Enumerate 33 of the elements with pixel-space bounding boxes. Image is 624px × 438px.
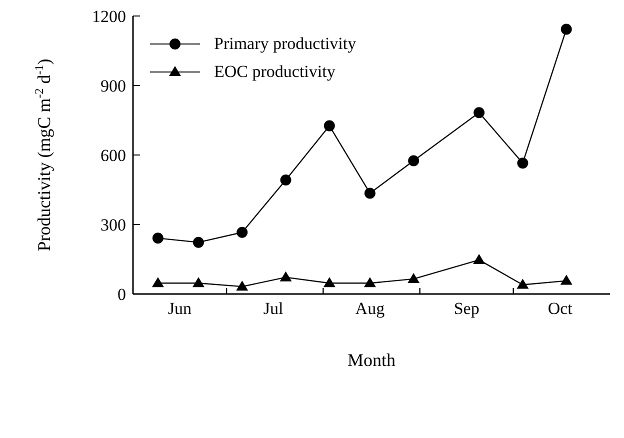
point xyxy=(473,254,486,264)
point xyxy=(474,107,485,118)
y-tick-label: 1200 xyxy=(92,7,126,26)
y-tick-label: 0 xyxy=(118,285,126,304)
y-tick-label: 600 xyxy=(100,146,126,166)
point xyxy=(516,278,529,289)
x-tick-label: Jun xyxy=(168,299,192,318)
legend-label: EOC productivity xyxy=(214,62,336,82)
point xyxy=(192,277,204,288)
point xyxy=(280,174,292,186)
point xyxy=(280,271,292,282)
point xyxy=(152,277,164,288)
point xyxy=(364,277,376,288)
point xyxy=(324,120,335,132)
point xyxy=(236,226,248,238)
point xyxy=(236,280,248,291)
y-tick-label: 900 xyxy=(100,76,126,96)
point xyxy=(152,232,164,244)
x-tick-label: Sep xyxy=(454,299,480,318)
point xyxy=(560,24,572,35)
legend-label: Primary productivity xyxy=(214,34,356,54)
point xyxy=(408,272,420,283)
point xyxy=(192,236,204,248)
point xyxy=(323,277,336,288)
x-tick-label: Aug xyxy=(355,299,386,318)
point xyxy=(408,155,420,166)
y-tick-label: 300 xyxy=(100,216,126,235)
point xyxy=(517,158,528,169)
x-axis-title: Month xyxy=(347,350,396,370)
point xyxy=(364,188,376,199)
point xyxy=(560,274,572,285)
x-tick-label: Jul xyxy=(263,299,284,318)
x-tick-label: Oct xyxy=(548,299,573,318)
